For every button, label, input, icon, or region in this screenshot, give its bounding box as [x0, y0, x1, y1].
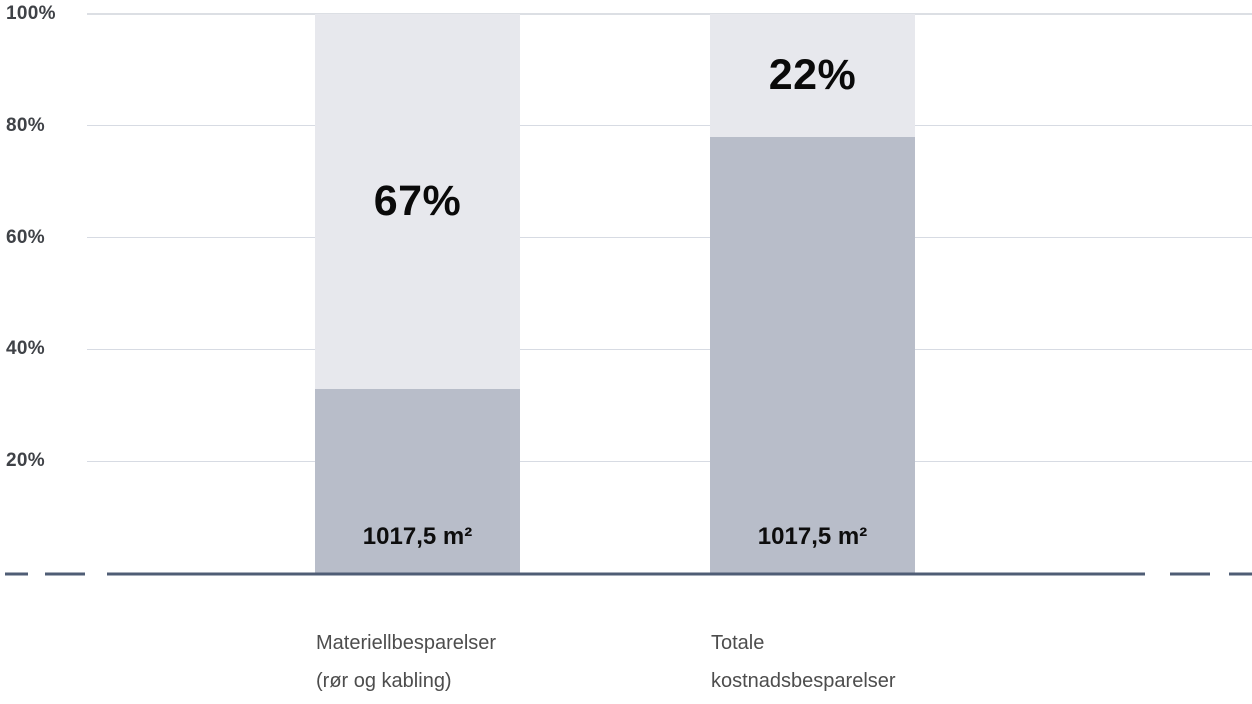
bar-segment-savings: 22% — [710, 14, 915, 137]
category-label-line: kostnadsbesparelser — [711, 670, 896, 692]
bar-column-2: 22% 1017,5 m² — [710, 14, 915, 573]
gridline-20 — [87, 460, 1252, 462]
category-label-line: Materiellbesparelser — [316, 632, 497, 654]
category-label-line: Totale — [711, 632, 765, 654]
gridline-80 — [87, 125, 1252, 127]
gridline-100 — [87, 13, 1252, 15]
gridline-60 — [87, 237, 1252, 239]
bar-column-1: 67% 1017,5 m² — [315, 14, 520, 573]
bar-segment-base: 1017,5 m² — [315, 388, 520, 573]
category-label-line: (rør og kabling) — [316, 670, 452, 692]
segment-value-label: 1017,5 m² — [362, 522, 473, 550]
segment-value-label: 67% — [373, 176, 462, 225]
bar-segment-savings: 67% — [315, 14, 520, 389]
y-tick-label-100: 100% — [6, 3, 56, 24]
segment-value-label: 1017,5 m² — [757, 522, 868, 550]
y-tick-label-20: 20% — [6, 450, 45, 472]
gridline-40 — [87, 348, 1252, 350]
y-tick-label-40: 40% — [6, 338, 45, 360]
category-label: Materiellbesparelser (rør og kabling) — [316, 624, 616, 700]
category-label: Totale kostnadsbesparelser — [711, 624, 1011, 700]
segment-value-label: 22% — [768, 50, 857, 99]
y-tick-label-80: 80% — [6, 114, 45, 136]
x-axis-baseline — [0, 572, 1252, 576]
bar-segment-base: 1017,5 m² — [710, 136, 915, 573]
y-tick-label-60: 60% — [6, 226, 45, 248]
